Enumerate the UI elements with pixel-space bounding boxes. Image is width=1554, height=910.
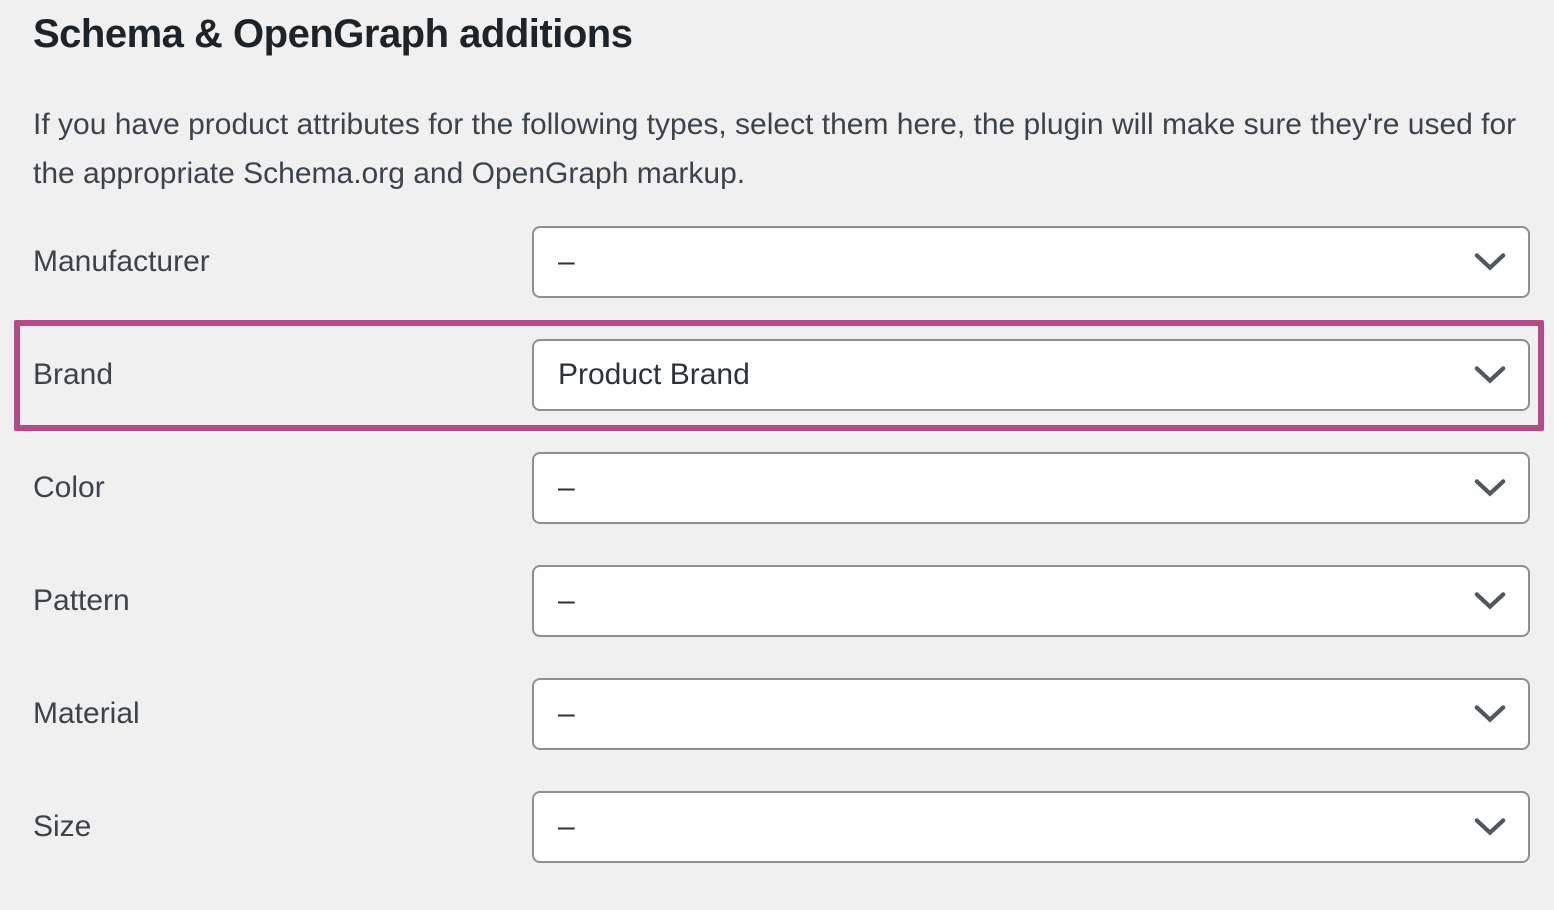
pattern-label: Pattern <box>33 584 130 617</box>
chevron-down-icon <box>1474 253 1506 271</box>
schema-opengraph-form: Manufacturer – Brand Product Brand Color… <box>33 226 1530 863</box>
size-label: Size <box>33 810 92 843</box>
form-row-pattern: Pattern – <box>33 565 1530 637</box>
color-label: Color <box>33 471 105 504</box>
form-row-brand: Brand Product Brand <box>33 339 1530 411</box>
form-row-material: Material – <box>33 678 1530 750</box>
page-title: Schema & OpenGraph additions <box>33 12 633 56</box>
manufacturer-select-value: – <box>558 245 575 278</box>
material-select-value: – <box>558 697 575 730</box>
brand-select[interactable]: Product Brand <box>532 339 1530 411</box>
form-row-manufacturer: Manufacturer – <box>33 226 1530 298</box>
pattern-select-value: – <box>558 584 575 617</box>
brand-select-value: Product Brand <box>558 358 750 391</box>
color-select-value: – <box>558 471 575 504</box>
color-select[interactable]: – <box>532 452 1530 524</box>
chevron-down-icon <box>1474 705 1506 723</box>
chevron-down-icon <box>1474 592 1506 610</box>
size-select-value: – <box>558 810 575 843</box>
size-select[interactable]: – <box>532 791 1530 863</box>
chevron-down-icon <box>1474 818 1506 836</box>
settings-panel: Schema & OpenGraph additions If you have… <box>33 12 1530 863</box>
form-row-color: Color – <box>33 452 1530 524</box>
material-select[interactable]: – <box>532 678 1530 750</box>
manufacturer-select[interactable]: – <box>532 226 1530 298</box>
form-row-size: Size – <box>33 791 1530 863</box>
material-label: Material <box>33 697 140 730</box>
chevron-down-icon <box>1474 479 1506 497</box>
page-description: If you have product attributes for the f… <box>33 108 1517 190</box>
pattern-select[interactable]: – <box>532 565 1530 637</box>
manufacturer-label: Manufacturer <box>33 245 210 278</box>
chevron-down-icon <box>1474 366 1506 384</box>
brand-label: Brand <box>33 358 114 391</box>
